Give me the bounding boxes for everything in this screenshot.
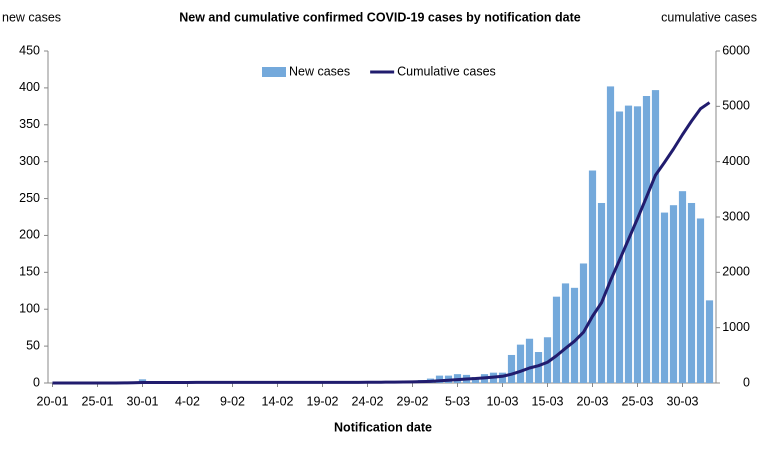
bar (498, 372, 507, 383)
bar (696, 218, 705, 383)
bar (606, 86, 615, 383)
bar (552, 296, 561, 383)
x-tick-label: 30-01 (127, 394, 159, 408)
x-tick-label: 25-03 (622, 394, 654, 408)
y-tick-label: 100 (19, 302, 40, 316)
y-tick-label: 250 (19, 191, 40, 205)
x-tick-label: 15-03 (532, 394, 564, 408)
bar (471, 377, 480, 383)
x-tick-label: 5-03 (445, 394, 470, 408)
y-tick-label: 300 (19, 154, 40, 168)
bar (687, 202, 696, 383)
y2-tick-label: 3000 (722, 209, 750, 223)
bar (660, 212, 669, 383)
x-axis-label: Notification date (334, 420, 432, 434)
bar (534, 352, 543, 383)
bar (516, 344, 525, 383)
bar (633, 106, 642, 383)
bar (579, 263, 588, 383)
bar (525, 338, 534, 383)
y2-axis-label: cumulative cases (661, 10, 757, 24)
bar (624, 105, 633, 384)
legend-swatch (262, 67, 286, 77)
bar (678, 191, 687, 383)
x-tick-label: 14-02 (262, 394, 294, 408)
y-axis-label: new cases (2, 10, 61, 24)
y-tick-label: 400 (19, 80, 40, 94)
bar (651, 90, 660, 383)
bar (597, 202, 606, 383)
y2-tick-label: 4000 (722, 154, 750, 168)
chart-title: New and cumulative confirmed COVID-19 ca… (179, 10, 581, 24)
y-tick-label: 350 (19, 117, 40, 131)
bar (588, 170, 597, 383)
x-tick-label: 30-03 (667, 394, 699, 408)
y2-tick-label: 5000 (722, 99, 750, 113)
bar (705, 300, 714, 383)
x-tick-label: 4-02 (175, 394, 200, 408)
y2-tick-label: 0 (743, 375, 750, 389)
x-tick-label: 20-01 (37, 394, 69, 408)
bar (615, 111, 624, 384)
y-tick-label: 150 (19, 265, 40, 279)
x-tick-label: 20-03 (577, 394, 609, 408)
y-tick-label: 450 (19, 43, 40, 57)
y-tick-label: 200 (19, 228, 40, 242)
x-tick-label: 29-02 (397, 394, 429, 408)
x-tick-label: 10-03 (487, 394, 519, 408)
legend-label: New cases (289, 64, 350, 78)
bar (642, 96, 651, 383)
x-tick-label: 9-02 (220, 394, 245, 408)
bar (543, 337, 552, 383)
y-tick-label: 0 (33, 375, 40, 389)
x-tick-label: 25-01 (82, 394, 114, 408)
y2-tick-label: 6000 (722, 43, 750, 57)
y2-tick-label: 1000 (722, 320, 750, 334)
legend-label: Cumulative cases (397, 64, 496, 78)
x-tick-label: 19-02 (307, 394, 339, 408)
y-tick-label: 50 (26, 338, 40, 352)
x-tick-label: 24-02 (352, 394, 384, 408)
line (52, 101, 711, 385)
bar (561, 283, 570, 383)
y2-tick-label: 2000 (722, 265, 750, 279)
bar (570, 287, 579, 383)
bar (507, 354, 516, 383)
bar (669, 205, 678, 383)
